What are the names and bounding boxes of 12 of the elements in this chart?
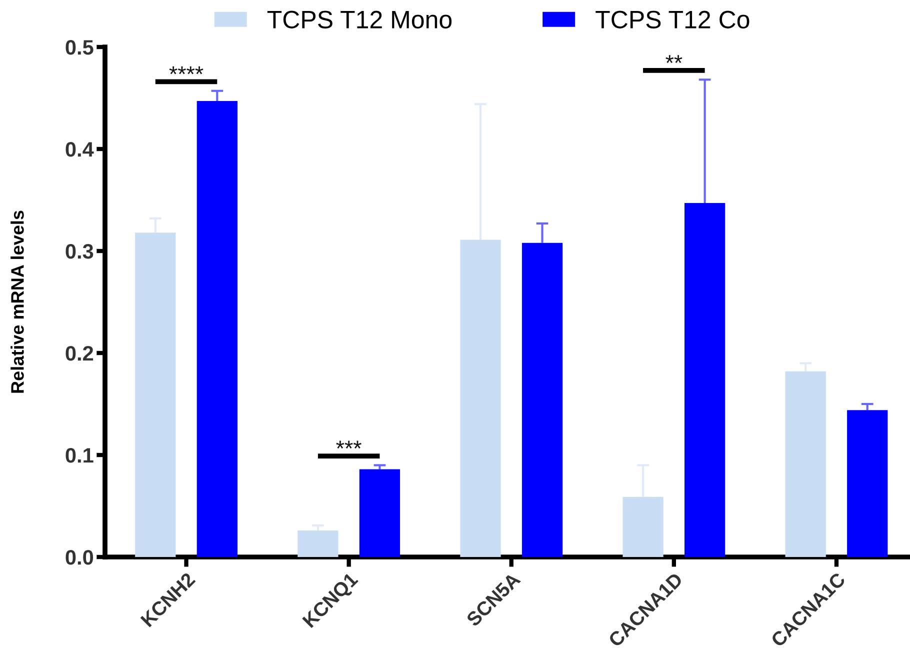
annotation: *** (336, 440, 362, 449)
y-tick-label: 0.0 (66, 550, 94, 565)
y-tick-label: 0.2 (66, 346, 94, 361)
y-tick-label: 0.3 (66, 244, 94, 259)
y-tick-label: 0.5 (66, 40, 94, 55)
y-tick-label: 0.1 (66, 448, 94, 463)
legend-label: TCPS T12 Co (596, 10, 750, 28)
y-axis-title: Relative mRNA levels (10, 210, 24, 393)
legend-label: TCPS T12 Mono (267, 10, 452, 28)
annotation: **** (169, 66, 204, 74)
y-tick-label: 0.4 (66, 142, 94, 157)
annotation: ** (666, 55, 682, 63)
